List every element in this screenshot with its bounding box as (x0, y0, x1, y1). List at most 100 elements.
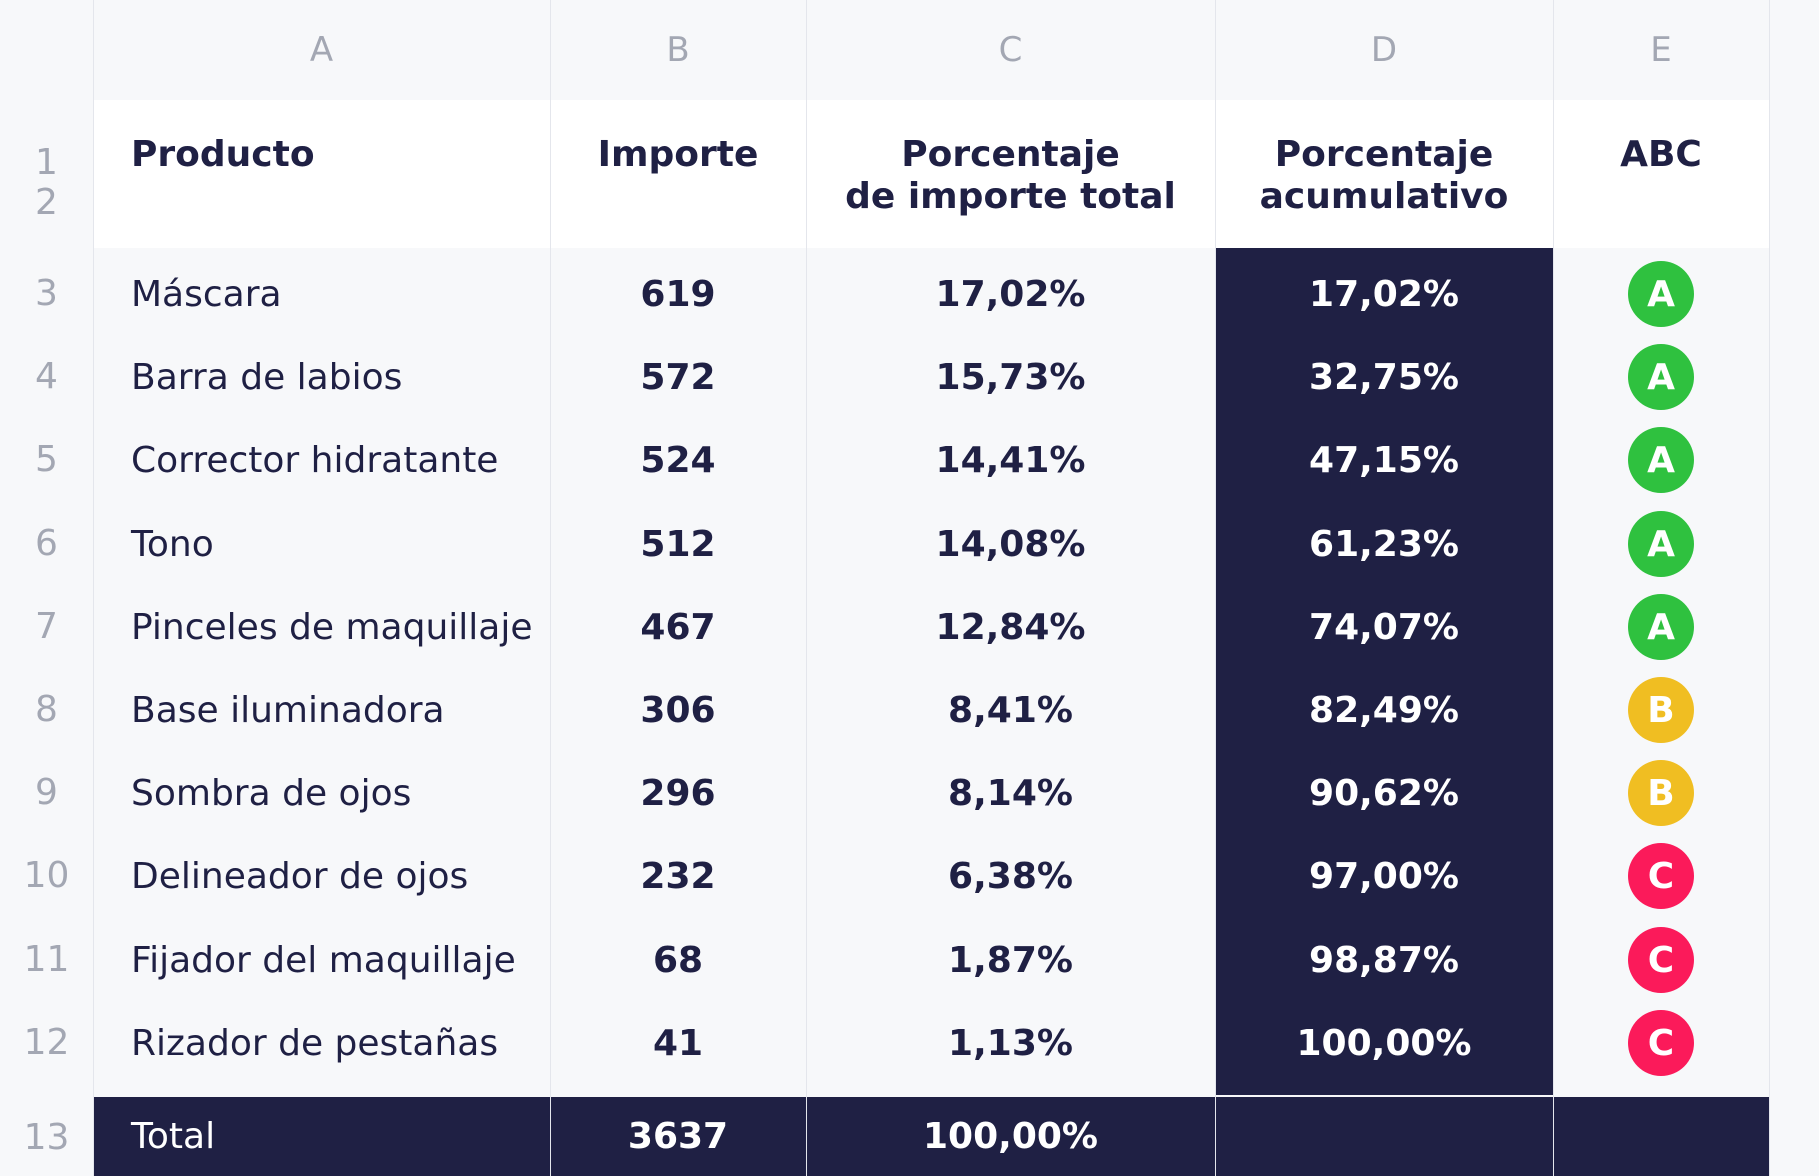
row-number[interactable]: 1 (35, 142, 58, 183)
total-amount[interactable]: 3637 (627, 1116, 729, 1157)
cell-amount[interactable]: 619 (640, 273, 716, 315)
abc-class-badge: A (1628, 261, 1694, 327)
cell-product[interactable]: Delineador de ojos (131, 855, 469, 897)
header-porcentaje-importe-total[interactable]: Porcentaje de importe total (806, 100, 1215, 248)
header-label-line2: de importe total (845, 176, 1176, 217)
column-header-b[interactable]: B (666, 30, 690, 70)
abc-class-badge: A (1628, 427, 1694, 493)
cell-abc[interactable]: A (1553, 502, 1769, 586)
header-porcentaje-acumulativo[interactable]: Porcentaje acumulativo (1215, 100, 1553, 248)
row-number[interactable]: 3 (35, 273, 58, 314)
total-label[interactable]: Total (131, 1116, 216, 1157)
abc-class-badge: B (1628, 677, 1694, 743)
row-number-gutter (0, 0, 93, 1176)
cell-cumulative[interactable]: 47,15% (1309, 439, 1459, 481)
cell-amount[interactable]: 572 (640, 356, 716, 398)
cumulative-column-highlight (1215, 248, 1553, 1095)
row-number[interactable]: 4 (35, 356, 58, 397)
row-number[interactable]: 11 (23, 939, 70, 980)
cell-percent[interactable]: 1,87% (948, 939, 1073, 981)
row-number[interactable]: 2 (35, 182, 58, 223)
cell-abc[interactable]: B (1553, 668, 1769, 752)
header-label: Importe (597, 134, 759, 175)
cell-cumulative[interactable]: 82,49% (1309, 689, 1459, 731)
abc-class-badge: A (1628, 594, 1694, 660)
header-label: Producto (131, 134, 315, 175)
row-number[interactable]: 9 (35, 772, 58, 813)
cell-percent[interactable]: 8,41% (948, 689, 1073, 731)
cell-percent[interactable]: 8,14% (948, 772, 1073, 814)
gridline (550, 0, 551, 1176)
cell-product[interactable]: Sombra de ojos (131, 772, 412, 814)
cell-abc[interactable]: A (1553, 585, 1769, 669)
cell-cumulative[interactable]: 100,00% (1296, 1022, 1472, 1064)
cell-percent[interactable]: 14,41% (935, 439, 1086, 481)
total-row-background (93, 1097, 1769, 1176)
cell-cumulative[interactable]: 74,07% (1309, 606, 1459, 648)
cell-amount[interactable]: 512 (640, 523, 716, 565)
cell-abc[interactable]: A (1553, 418, 1769, 502)
cell-percent[interactable]: 15,73% (935, 356, 1086, 398)
cell-percent[interactable]: 17,02% (935, 273, 1086, 315)
cell-amount[interactable]: 68 (652, 939, 704, 981)
row-number[interactable]: 10 (23, 855, 70, 896)
row-number[interactable]: 12 (23, 1022, 70, 1063)
gridline (1769, 0, 1770, 1176)
cell-cumulative[interactable]: 32,75% (1309, 356, 1459, 398)
cell-amount[interactable]: 467 (640, 606, 716, 648)
header-abc[interactable]: ABC (1553, 100, 1769, 248)
cell-amount[interactable]: 232 (640, 855, 716, 897)
cell-product[interactable]: Base iluminadora (131, 689, 445, 731)
cell-abc[interactable]: A (1553, 335, 1769, 419)
gridline (93, 0, 94, 1176)
cell-abc[interactable]: C (1553, 1001, 1769, 1085)
gridline (806, 0, 807, 1176)
total-percent[interactable]: 100,00% (923, 1116, 1098, 1157)
abc-class-badge: C (1628, 1010, 1694, 1076)
cell-percent[interactable]: 1,13% (948, 1022, 1073, 1064)
column-header-d[interactable]: D (1370, 30, 1398, 70)
abc-class-badge: C (1628, 843, 1694, 909)
cell-product[interactable]: Pinceles de maquillaje (131, 606, 533, 648)
header-producto[interactable]: Producto (93, 100, 550, 248)
abc-class-badge: C (1628, 927, 1694, 993)
header-label: ABC (1620, 134, 1702, 175)
row-number[interactable]: 7 (35, 606, 58, 647)
cell-abc[interactable]: B (1553, 751, 1769, 835)
cell-product[interactable]: Fijador del maquillaje (131, 939, 516, 981)
cell-amount[interactable]: 306 (640, 689, 716, 731)
cell-cumulative[interactable]: 90,62% (1309, 772, 1459, 814)
row-number[interactable]: 13 (23, 1117, 70, 1158)
cell-abc[interactable]: C (1553, 834, 1769, 918)
header-label-line1: Porcentaje (901, 134, 1120, 175)
cell-percent[interactable]: 6,38% (948, 855, 1073, 897)
cell-abc[interactable]: A (1553, 252, 1769, 336)
cell-cumulative[interactable]: 17,02% (1309, 273, 1459, 315)
cell-amount[interactable]: 524 (640, 439, 716, 481)
column-header-c[interactable]: C (998, 30, 1023, 70)
row-number[interactable]: 5 (35, 439, 58, 480)
cell-product[interactable]: Corrector hidratante (131, 439, 499, 481)
column-header-a[interactable]: A (309, 30, 334, 70)
cell-amount[interactable]: 41 (652, 1022, 704, 1064)
cell-abc[interactable]: C (1553, 918, 1769, 1002)
row-number[interactable]: 8 (35, 689, 58, 730)
cell-product[interactable]: Barra de labios (131, 356, 403, 398)
header-label-line1: Porcentaje (1274, 134, 1494, 175)
cell-amount[interactable]: 296 (640, 772, 716, 814)
cell-percent[interactable]: 14,08% (935, 523, 1086, 565)
column-header-e[interactable]: E (1650, 30, 1672, 70)
row-number[interactable]: 6 (35, 523, 58, 564)
cell-cumulative[interactable]: 61,23% (1309, 523, 1459, 565)
cell-product[interactable]: Tono (131, 523, 214, 565)
abc-class-badge: A (1628, 511, 1694, 577)
cell-cumulative[interactable]: 97,00% (1309, 855, 1459, 897)
cell-product[interactable]: Rizador de pestañas (131, 1022, 499, 1064)
cell-percent[interactable]: 12,84% (935, 606, 1086, 648)
abc-class-badge: A (1628, 344, 1694, 410)
header-importe[interactable]: Importe (550, 100, 806, 248)
header-label-line2: acumulativo (1259, 176, 1509, 217)
cell-product[interactable]: Máscara (131, 273, 282, 315)
cell-cumulative[interactable]: 98,87% (1309, 939, 1459, 981)
